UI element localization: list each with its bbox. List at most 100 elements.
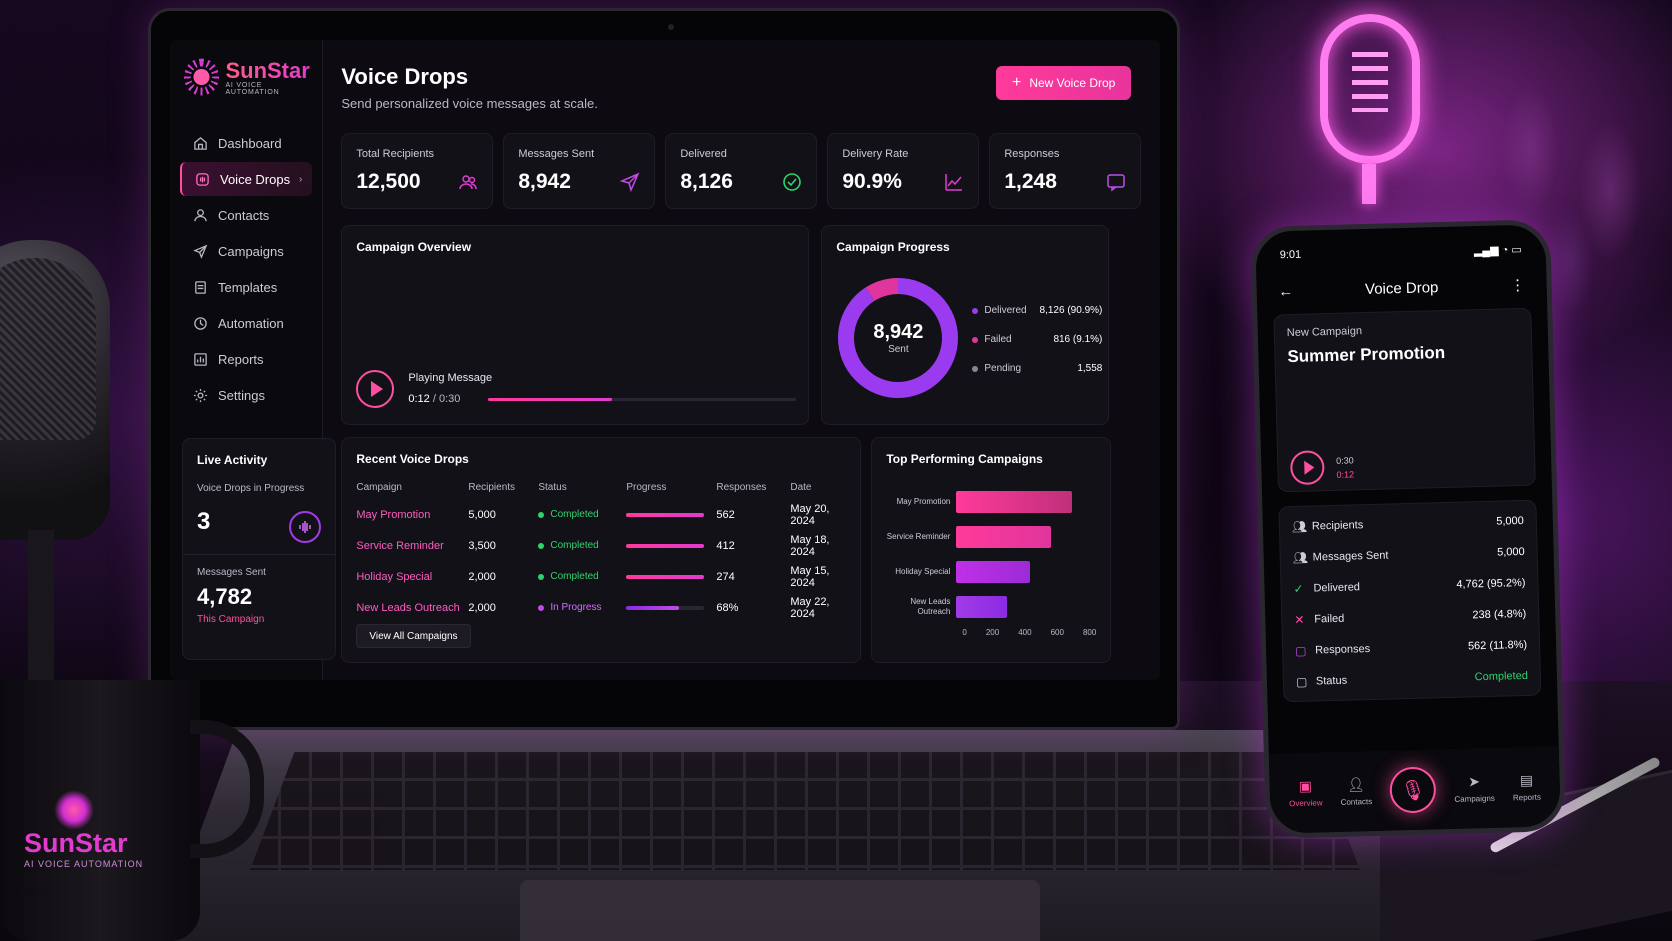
- bar[interactable]: [956, 560, 1030, 583]
- waveform-bar: [1305, 404, 1308, 431]
- waveform-bar: [1397, 393, 1400, 437]
- table-row[interactable]: May Promotion 5,000 Completed 562 May 20, 20…: [356, 499, 846, 530]
- plus-icon: +: [1011, 74, 1022, 91]
- waveform-bar: [1389, 397, 1392, 433]
- users-icon: 👥︎: [1292, 550, 1309, 565]
- waveform-bar: [1387, 400, 1390, 431]
- column-header[interactable]: Campaign: [356, 482, 402, 493]
- status-dot: [538, 604, 545, 611]
- waveform-bar: [1433, 400, 1436, 429]
- table-row[interactable]: Service Reminder 3,500 Completed 412 May 18,…: [356, 530, 846, 561]
- sidebar-item-campaigns[interactable]: Campaigns: [180, 234, 312, 268]
- phone-nav-reports[interactable]: ▤ Reports: [1512, 772, 1541, 803]
- sidebar-item-dashboard[interactable]: Dashboard: [180, 126, 312, 160]
- sidebar-item-label: Dashboard: [218, 135, 282, 151]
- mug-sun-logo-icon: [54, 790, 94, 830]
- cell-campaign[interactable]: Holiday Special: [356, 570, 433, 583]
- column-header[interactable]: Responses: [716, 482, 767, 493]
- sidebar-item-automation[interactable]: Automation: [180, 306, 312, 340]
- playback-time: 0:12 / 0:30: [408, 393, 461, 405]
- column-header[interactable]: Status: [538, 482, 567, 493]
- stat-card-delivery-rate[interactable]: Delivery Rate 90.9%: [827, 133, 980, 209]
- automation-icon: [192, 315, 208, 331]
- phone-audio-waveform[interactable]: [1288, 383, 1519, 447]
- waveform-bar: [1477, 403, 1479, 423]
- cell-progress: [626, 530, 716, 561]
- cell-campaign[interactable]: New Leads Outreach: [356, 601, 460, 614]
- cell-campaign[interactable]: May Promotion: [356, 508, 431, 521]
- legend-item-pending: Pending 1,558: [972, 354, 1102, 383]
- view-all-campaigns-button[interactable]: View All Campaigns: [356, 624, 471, 648]
- sidebar-item-contacts[interactable]: Contacts: [180, 198, 312, 232]
- sidebar-item-label: Automation: [218, 315, 284, 331]
- x-tick-label: 200: [985, 628, 1000, 637]
- sidebar-item-settings[interactable]: Settings: [180, 378, 312, 412]
- table-row[interactable]: Holiday Special 2,000 Completed 274 May 15, …: [356, 561, 846, 592]
- phone-nav-contacts[interactable]: 👤︎ Contacts: [1340, 776, 1373, 807]
- column-header[interactable]: Date: [790, 482, 812, 493]
- phone-nav-overview[interactable]: ▣ Overview: [1289, 777, 1323, 809]
- sidebar-item-voice-drops[interactable]: Voice Drops ›: [180, 162, 313, 196]
- table-row[interactable]: New Leads Outreach 2,000 In Progress 68% May…: [356, 592, 846, 623]
- stat-value: 8,942: [518, 170, 571, 193]
- phone-campaign-name: Summer Promotion: [1287, 342, 1446, 367]
- phone-nav-campaigns[interactable]: ➤ Campaigns: [1454, 773, 1495, 804]
- sidebar-item-reports[interactable]: Reports: [180, 342, 312, 376]
- waveform-bar: [1475, 396, 1478, 431]
- waveform-bar: [1358, 397, 1361, 435]
- play-icon: [371, 381, 384, 397]
- phone-stat-value: 4,762 (95.2%): [1456, 576, 1526, 591]
- donut-slice-failed[interactable]: [838, 278, 959, 398]
- audio-waveform[interactable]: [356, 276, 796, 356]
- in-progress-label: Voice Drops in Progress: [197, 483, 305, 494]
- waveform-icon[interactable]: [289, 511, 321, 543]
- send-icon: [192, 243, 208, 259]
- mug-brand-name: SunStar: [24, 828, 128, 858]
- waveform-bar: [1360, 399, 1363, 433]
- play-button[interactable]: [356, 370, 395, 408]
- waveform-bar: [1316, 396, 1319, 438]
- phone-play-button[interactable]: [1289, 450, 1325, 486]
- waveform-bar: [1439, 392, 1442, 436]
- stat-card-delivered[interactable]: Delivered 8,126: [665, 133, 818, 209]
- sidebar-item-label: Voice Drops: [220, 171, 291, 187]
- row-progress-fill: [626, 512, 705, 517]
- stat-card-messages-sent[interactable]: Messages Sent 8,942: [503, 133, 656, 209]
- legend-dot: [972, 307, 979, 314]
- waveform-bar: [1510, 400, 1513, 425]
- mic-icon[interactable]: 🎙︎: [1389, 766, 1437, 814]
- brand-logo[interactable]: SunStar AI VOICE AUTOMATION: [184, 58, 312, 96]
- cell-status: Completed: [538, 561, 626, 592]
- playback-progress-bar[interactable]: [488, 398, 797, 401]
- column-header[interactable]: Progress: [626, 482, 667, 493]
- row-progress-bar: [626, 512, 705, 517]
- back-arrow-icon[interactable]: ←: [1278, 282, 1294, 300]
- bar[interactable]: [956, 595, 1008, 618]
- phone-stat-status: ▢ Status Completed: [1296, 660, 1529, 697]
- row-progress-bar: [626, 574, 705, 579]
- play-icon: [1304, 460, 1315, 475]
- more-vertical-icon[interactable]: ⋮: [1509, 276, 1526, 295]
- cell-campaign[interactable]: Service Reminder: [356, 539, 444, 552]
- sidebar-item-label: Campaigns: [218, 243, 284, 259]
- column-header[interactable]: Recipients: [468, 482, 516, 493]
- donut-legend: Delivered 8,126 (90.9%) Failed 816 (9.1%…: [972, 296, 1102, 383]
- bar[interactable]: [956, 490, 1072, 513]
- sidebar-item-templates[interactable]: Templates: [180, 270, 312, 304]
- waveform-bar: [1326, 405, 1329, 429]
- recent-voice-drops-title: Recent Voice Drops: [356, 452, 469, 466]
- waveform-bar: [1293, 404, 1296, 432]
- waveform-bar: [1448, 399, 1450, 429]
- mug-brand-tagline: AI VOICE AUTOMATION: [24, 859, 144, 869]
- phone-stat-value: 5,000: [1496, 514, 1524, 528]
- bar[interactable]: [956, 525, 1051, 548]
- playback-progress-fill: [488, 398, 612, 401]
- phone-stats-list: 👥︎ Recipients 5,000 👥︎ Messages Sent 5,0…: [1278, 499, 1542, 703]
- new-voice-drop-button[interactable]: + New Voice Drop: [995, 66, 1132, 100]
- sun-logo-icon: [184, 58, 220, 96]
- stat-card-responses[interactable]: Responses 1,248: [989, 133, 1142, 209]
- stat-card-total-recipients[interactable]: Total Recipients 12,500: [341, 133, 494, 209]
- chevron-right-icon: ›: [299, 173, 303, 185]
- legend-item-delivered: Delivered 8,126 (90.9%): [972, 296, 1102, 325]
- phone-device: 9:01 ▂▄▆ ◔ ▭ ← Voice Drop ⋮ New Campaign…: [1250, 219, 1566, 839]
